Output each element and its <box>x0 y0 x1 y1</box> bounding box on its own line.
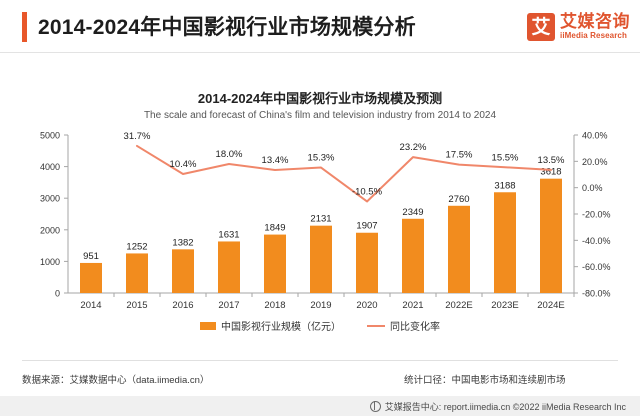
chart-plot-area: 0 1000 2000 3000 4000 5000 -80.0% -60.0% -40.0% -… <box>0 125 640 311</box>
chart-legend: 中国影视行业规模（亿元） 同比变化率 <box>0 318 640 333</box>
bar-value-label: 3188 <box>494 180 515 191</box>
y-tick-label-left: 5000 <box>40 131 60 141</box>
bar[interactable] <box>448 205 470 293</box>
logo-mark-icon: 艾 <box>527 13 555 41</box>
bar-value-label: 1631 <box>218 229 239 240</box>
page-title: 2014-2024年中国影视行业市场规模分析 <box>38 16 416 39</box>
header-divider <box>0 52 640 53</box>
legend-label-line: 同比变化率 <box>390 322 440 333</box>
x-tick-label: 2015 <box>126 300 147 310</box>
bar-value-label: 2760 <box>448 194 469 205</box>
line-value-label: 15.5% <box>492 152 519 163</box>
bar[interactable] <box>402 218 424 293</box>
bar[interactable] <box>126 253 148 293</box>
footer-scope: 统计口径：中国电影市场和连续剧市场 <box>404 375 566 386</box>
y-tick-label-right: -60.0% <box>582 262 611 272</box>
title-accent-bar <box>22 12 27 42</box>
bar-value-label: 1252 <box>126 241 147 252</box>
legend-item-bar[interactable]: 中国影视行业规模（亿元） <box>200 318 341 333</box>
bar-value-label: 3618 <box>540 167 561 178</box>
logo-name-en: iiMedia Research <box>560 31 627 41</box>
line-value-label: 13.4% <box>262 155 289 166</box>
footer-source: 数据来源：艾媒数据中心（data.iimedia.cn） <box>22 375 210 386</box>
x-tick-label: 2022E <box>445 300 472 310</box>
legend-label-bar: 中国影视行业规模（亿元） <box>221 322 341 333</box>
x-tick-label: 2019 <box>310 300 331 310</box>
bar-value-label: 2131 <box>310 214 331 225</box>
bottom-bar: 艾媒报告中心: report.iimedia.cn ©2022 iiMedia … <box>0 396 640 416</box>
x-tick-label: 2018 <box>264 300 285 310</box>
chart-subtitle: The scale and forecast of China's film a… <box>143 110 497 121</box>
y-tick-label-left: 3000 <box>40 194 60 204</box>
bar[interactable] <box>218 241 240 293</box>
bottom-bar-text-wrap: 艾媒报告中心: report.iimedia.cn ©2022 iiMedia … <box>369 400 640 413</box>
line-value-label: -10.5% <box>352 186 383 197</box>
line-value-label: 15.3% <box>308 153 335 164</box>
line-value-label: 23.2% <box>400 142 427 153</box>
footer-divider <box>22 360 618 361</box>
y-tick-label-right: 0.0% <box>582 183 603 193</box>
line-value-label: 13.5% <box>538 155 565 166</box>
bar[interactable] <box>80 262 102 293</box>
x-tick-label: 2014 <box>80 300 101 310</box>
bar[interactable] <box>310 225 332 293</box>
bar[interactable] <box>264 234 286 293</box>
bar-value-label: 951 <box>83 251 99 262</box>
y-tick-label-right: 20.0% <box>582 157 608 167</box>
bar-value-label: 1907 <box>356 221 377 232</box>
bar[interactable] <box>494 192 516 293</box>
logo-name-cn: 艾媒咨询 <box>560 12 630 32</box>
bar[interactable] <box>172 249 194 293</box>
globe-icon <box>369 400 381 412</box>
y-tick-label-right: 40.0% <box>582 131 608 141</box>
brand-logo: 艾 艾媒咨询 iiMedia Research <box>527 11 630 43</box>
y-tick-label-left: 1000 <box>40 257 60 267</box>
line-value-label: 18.0% <box>216 149 243 160</box>
legend-swatch-bar-icon <box>200 321 216 330</box>
combo-chart: 0 1000 2000 3000 4000 5000 -80.0% -60.0% -40.0% -… <box>40 131 611 311</box>
y-tick-label-right: -80.0% <box>582 289 611 299</box>
x-tick-label: 2020 <box>356 300 377 310</box>
x-tick-label: 2024E <box>537 300 564 310</box>
bottom-bar-text: 艾媒报告中心: report.iimedia.cn ©2022 iiMedia … <box>384 401 626 412</box>
bar-value-label: 1849 <box>264 223 285 234</box>
chart-title: 2014-2024年中国影视行业市场规模及预测 <box>197 91 443 106</box>
legend-swatch-line-icon <box>367 324 385 327</box>
page-header: 2014-2024年中国影视行业市场规模分析 艾 艾媒咨询 iiMedia Re… <box>0 0 640 52</box>
x-tick-label: 2017 <box>218 300 239 310</box>
line-value-label: 31.7% <box>124 131 151 142</box>
bar[interactable] <box>540 178 562 293</box>
y-tick-label-left: 0 <box>55 289 60 299</box>
line-value-label: 10.4% <box>170 159 197 170</box>
x-tick-label: 2023E <box>491 300 518 310</box>
x-tick-label: 2021 <box>402 300 423 310</box>
bar-value-label: 1382 <box>172 237 193 248</box>
bar[interactable] <box>356 232 378 293</box>
y-tick-label-right: -40.0% <box>582 236 611 246</box>
x-tick-label: 2016 <box>172 300 193 310</box>
y-tick-label-left: 2000 <box>40 225 60 235</box>
y-tick-label-left: 4000 <box>40 162 60 172</box>
legend-item-line[interactable]: 同比变化率 <box>367 318 440 333</box>
logo-text: 艾媒咨询 iiMedia Research <box>560 13 630 40</box>
y-tick-label-right: -20.0% <box>582 210 611 220</box>
growth-rate-line[interactable] <box>136 144 552 203</box>
line-value-label: 17.5% <box>446 150 473 161</box>
bar-value-label: 2349 <box>402 207 423 218</box>
